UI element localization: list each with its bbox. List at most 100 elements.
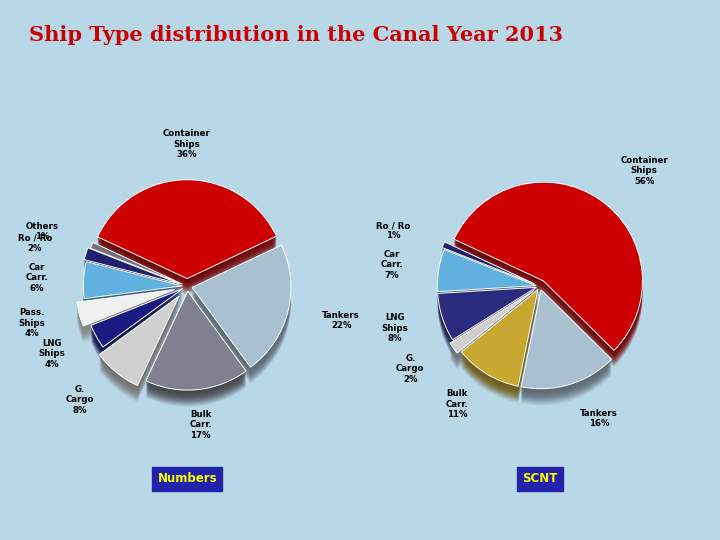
- Wedge shape: [91, 252, 183, 294]
- Wedge shape: [192, 253, 291, 375]
- Text: Container
Ships
56%: Container Ships 56%: [621, 156, 668, 186]
- Text: Container
Ships
36%: Container Ships 36%: [163, 130, 210, 159]
- Wedge shape: [454, 192, 642, 360]
- Text: LNG
Ships
4%: LNG Ships 4%: [39, 339, 66, 369]
- Wedge shape: [91, 292, 183, 350]
- Wedge shape: [84, 273, 182, 310]
- Wedge shape: [146, 293, 246, 392]
- Wedge shape: [454, 187, 642, 355]
- Wedge shape: [454, 189, 642, 357]
- Wedge shape: [91, 254, 183, 296]
- Wedge shape: [84, 265, 182, 302]
- Wedge shape: [450, 291, 534, 353]
- Wedge shape: [438, 297, 536, 350]
- Wedge shape: [91, 295, 183, 354]
- Wedge shape: [192, 252, 291, 374]
- Wedge shape: [521, 295, 611, 394]
- Wedge shape: [146, 301, 246, 400]
- Wedge shape: [91, 257, 183, 299]
- Wedge shape: [462, 296, 538, 393]
- Wedge shape: [146, 296, 246, 395]
- Wedge shape: [77, 291, 175, 328]
- Wedge shape: [99, 311, 179, 400]
- Wedge shape: [442, 253, 534, 295]
- Wedge shape: [454, 197, 642, 365]
- Wedge shape: [521, 292, 611, 390]
- Wedge shape: [91, 297, 183, 355]
- Wedge shape: [438, 287, 536, 340]
- Wedge shape: [91, 303, 183, 362]
- Wedge shape: [462, 299, 538, 396]
- Wedge shape: [454, 199, 642, 367]
- Wedge shape: [84, 264, 180, 300]
- Wedge shape: [442, 250, 534, 292]
- Wedge shape: [98, 196, 276, 295]
- Wedge shape: [99, 307, 179, 397]
- Wedge shape: [98, 183, 276, 282]
- Wedge shape: [77, 298, 175, 334]
- Wedge shape: [99, 306, 179, 395]
- Wedge shape: [91, 291, 183, 349]
- Wedge shape: [77, 306, 175, 342]
- Wedge shape: [192, 256, 291, 379]
- Wedge shape: [521, 305, 611, 403]
- Wedge shape: [438, 289, 536, 341]
- Wedge shape: [91, 244, 183, 286]
- Wedge shape: [438, 264, 536, 307]
- Wedge shape: [438, 294, 536, 346]
- Wedge shape: [99, 299, 179, 389]
- Wedge shape: [146, 294, 246, 393]
- Wedge shape: [521, 306, 611, 405]
- Wedge shape: [146, 291, 246, 390]
- Wedge shape: [450, 295, 534, 358]
- Text: Tankers
22%: Tankers 22%: [323, 310, 360, 330]
- Wedge shape: [462, 304, 538, 401]
- Wedge shape: [462, 301, 538, 398]
- Wedge shape: [77, 302, 175, 339]
- Wedge shape: [450, 307, 534, 369]
- Wedge shape: [84, 270, 182, 307]
- Wedge shape: [442, 255, 534, 297]
- Text: Bulk
Carr.
11%: Bulk Carr. 11%: [446, 389, 469, 419]
- Text: Numbers: Numbers: [158, 472, 217, 485]
- Wedge shape: [77, 289, 175, 326]
- Wedge shape: [84, 262, 180, 299]
- Text: LNG
Ships
8%: LNG Ships 8%: [382, 313, 408, 343]
- Wedge shape: [77, 301, 175, 338]
- Wedge shape: [450, 304, 534, 366]
- Wedge shape: [91, 294, 183, 352]
- Wedge shape: [438, 266, 536, 308]
- Wedge shape: [438, 261, 536, 303]
- Wedge shape: [450, 306, 534, 368]
- Wedge shape: [84, 276, 182, 313]
- Wedge shape: [99, 296, 179, 386]
- Text: Bulk
Carr.
17%: Bulk Carr. 17%: [189, 410, 212, 440]
- Wedge shape: [98, 190, 276, 288]
- Wedge shape: [99, 304, 179, 394]
- Wedge shape: [91, 246, 183, 287]
- Wedge shape: [84, 272, 182, 308]
- Wedge shape: [91, 302, 183, 360]
- Wedge shape: [98, 193, 276, 292]
- Wedge shape: [192, 250, 291, 372]
- Wedge shape: [146, 306, 246, 405]
- Wedge shape: [98, 188, 276, 287]
- Wedge shape: [91, 242, 183, 284]
- Wedge shape: [146, 300, 246, 399]
- Wedge shape: [77, 304, 175, 341]
- Wedge shape: [438, 253, 536, 295]
- Wedge shape: [146, 308, 246, 407]
- Wedge shape: [438, 302, 536, 355]
- Text: Ro / Ro
2%: Ro / Ro 2%: [18, 233, 52, 253]
- Wedge shape: [521, 300, 611, 399]
- Wedge shape: [454, 194, 642, 362]
- Wedge shape: [442, 252, 534, 294]
- Text: Tankers
16%: Tankers 16%: [580, 409, 618, 428]
- Wedge shape: [91, 251, 183, 293]
- Wedge shape: [192, 245, 291, 367]
- Wedge shape: [454, 185, 642, 354]
- Wedge shape: [450, 297, 534, 360]
- Text: G.
Cargo
8%: G. Cargo 8%: [66, 385, 94, 415]
- Wedge shape: [146, 298, 246, 397]
- Wedge shape: [84, 258, 180, 294]
